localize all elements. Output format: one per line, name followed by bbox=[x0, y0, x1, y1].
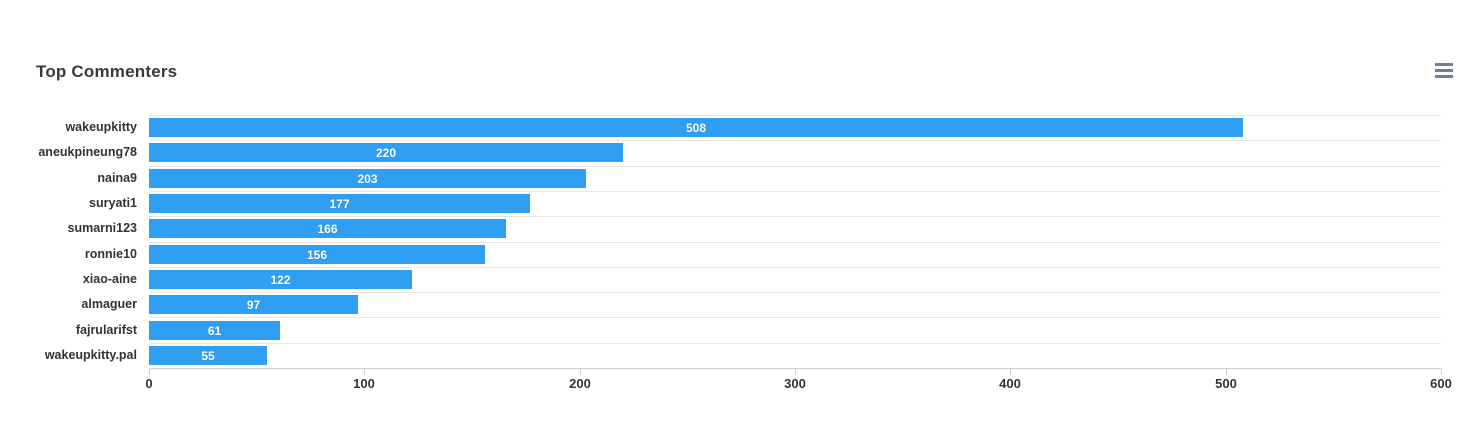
gridline bbox=[149, 140, 1441, 141]
gridline bbox=[149, 115, 1441, 116]
x-axis-tick-label: 400 bbox=[999, 376, 1021, 391]
bar-value-label: 220 bbox=[375, 145, 397, 160]
category-label: fajrularifst bbox=[75, 323, 137, 337]
x-axis-tick bbox=[149, 369, 150, 375]
bar[interactable]: 156 bbox=[149, 245, 485, 264]
bar[interactable]: 97 bbox=[149, 295, 358, 314]
x-axis-tick bbox=[795, 369, 796, 375]
hamburger-bar bbox=[1435, 63, 1453, 66]
chart-title: Top Commenters bbox=[36, 62, 178, 81]
gridline bbox=[149, 343, 1441, 344]
gridline bbox=[149, 317, 1441, 318]
bar[interactable]: 122 bbox=[149, 270, 412, 289]
gridline bbox=[149, 216, 1441, 217]
bar-value-label: 203 bbox=[357, 171, 378, 186]
bar[interactable]: 203 bbox=[149, 169, 586, 188]
bar-value-label: 61 bbox=[207, 323, 222, 338]
gridline bbox=[149, 242, 1441, 243]
gridline bbox=[149, 166, 1441, 167]
category-label: wakeupkitty.pal bbox=[44, 348, 137, 362]
category-label: sumarni123 bbox=[67, 221, 137, 235]
x-axis-tick-label: 600 bbox=[1430, 376, 1452, 391]
bar-value-label: 166 bbox=[317, 221, 338, 236]
category-label: aneukpineung78 bbox=[38, 145, 137, 159]
x-axis-tick-label: 300 bbox=[784, 376, 806, 391]
x-axis-line bbox=[149, 368, 1442, 369]
category-label: almaguer bbox=[81, 297, 137, 311]
bar[interactable]: 61 bbox=[149, 321, 280, 340]
x-axis-tick-label: 100 bbox=[353, 376, 375, 391]
x-axis-tick bbox=[364, 369, 365, 375]
bar[interactable]: 55 bbox=[149, 346, 267, 365]
gridline bbox=[149, 267, 1441, 268]
bar[interactable]: 508 bbox=[149, 118, 1243, 137]
bar-value-label: 156 bbox=[306, 247, 328, 262]
category-label: wakeupkitty bbox=[65, 120, 137, 134]
x-axis-tick-label: 0 bbox=[145, 376, 153, 391]
bar[interactable]: 220 bbox=[149, 143, 623, 162]
x-axis-tick bbox=[580, 369, 581, 375]
gridline bbox=[149, 191, 1441, 192]
x-axis-tick bbox=[1226, 369, 1227, 375]
category-label: xiao-aine bbox=[82, 272, 137, 286]
gridline bbox=[149, 292, 1441, 293]
category-label: naina9 bbox=[97, 171, 137, 185]
bar-value-label: 97 bbox=[246, 297, 261, 312]
x-axis-tick bbox=[1441, 369, 1442, 375]
x-axis-tick-label: 500 bbox=[1215, 376, 1237, 391]
bar-value-label: 55 bbox=[201, 348, 215, 363]
bar-value-label: 508 bbox=[685, 120, 707, 135]
hamburger-bar bbox=[1435, 69, 1453, 72]
hamburger-menu-icon[interactable] bbox=[1435, 63, 1453, 78]
x-axis-tick bbox=[1010, 369, 1011, 375]
bar-value-label: 122 bbox=[270, 272, 291, 287]
category-label: suryati1 bbox=[89, 196, 137, 210]
bar-value-label: 177 bbox=[329, 196, 350, 211]
bar[interactable]: 177 bbox=[149, 194, 530, 213]
category-label: ronnie10 bbox=[84, 247, 137, 261]
bar[interactable]: 166 bbox=[149, 219, 506, 238]
x-axis-tick-label: 200 bbox=[569, 376, 591, 391]
hamburger-bar bbox=[1435, 75, 1453, 78]
